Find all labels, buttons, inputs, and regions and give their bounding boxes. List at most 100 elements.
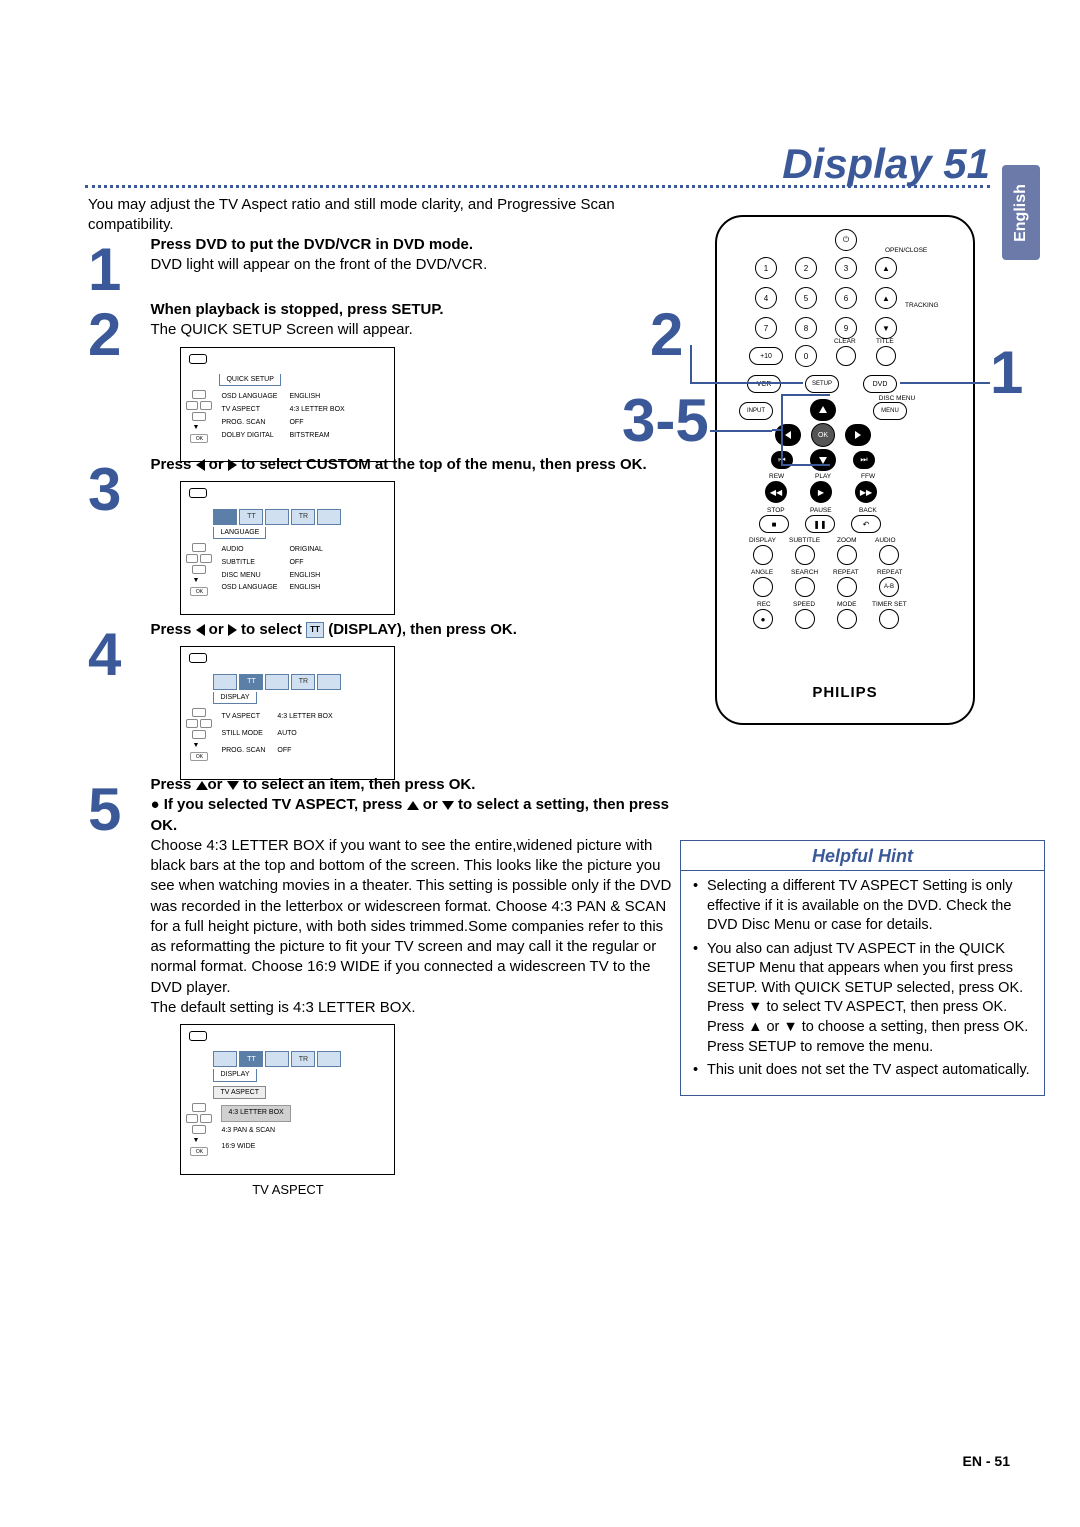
down-arrow-icon	[227, 781, 239, 790]
num-7-button[interactable]: 7	[755, 317, 777, 339]
step-5-number: 5	[88, 775, 138, 844]
dvd-button[interactable]: DVD	[863, 375, 897, 393]
speed-button[interactable]	[795, 609, 815, 629]
step-3: 3 Press or to select CUSTOM at the top o…	[88, 455, 660, 615]
display-label: DISPLAY	[749, 537, 776, 544]
ch-down-button[interactable]: ▼	[875, 317, 897, 339]
step-1: 1 Press DVD to put the DVD/VCR in DVD mo…	[88, 235, 660, 304]
osd-quick-list: OSD LANGUAGEENGLISH TV ASPECT4:3 LETTER …	[219, 390, 356, 443]
osd-remote-icon	[189, 488, 207, 498]
timer-label: TIMER SET	[872, 601, 907, 608]
repeat-label: REPEAT	[833, 569, 859, 576]
ch-up-button[interactable]: ▲	[875, 287, 897, 309]
pause-button[interactable]: ❚❚	[805, 515, 835, 533]
ab-button[interactable]: A-B	[879, 577, 899, 597]
num-3-button[interactable]: 3	[835, 257, 857, 279]
step-5-bullet-pre: If you selected TV ASPECT, press	[164, 796, 407, 813]
clear-button[interactable]	[836, 346, 856, 366]
repeat-button[interactable]	[837, 577, 857, 597]
osd-sub-tvaspect: TV ASPECT	[213, 1086, 266, 1099]
num-9-button[interactable]: 9	[835, 317, 857, 339]
back-button[interactable]: ↶	[851, 515, 881, 533]
step-5-bold1-pre: Press	[150, 776, 195, 793]
mode-label: MODE	[837, 601, 857, 608]
ffw-label: FFW	[861, 473, 875, 480]
zoom-button[interactable]	[837, 545, 857, 565]
num-1-button[interactable]: 1	[755, 257, 777, 279]
display-button[interactable]	[753, 545, 773, 565]
num-0-button[interactable]: 0	[795, 345, 817, 367]
dpad-right-button[interactable]	[845, 424, 871, 446]
angle-label: ANGLE	[751, 569, 773, 576]
step-3-bold-mid: or	[205, 456, 228, 473]
osd-tabs: TT TR	[213, 674, 341, 690]
brand-label: PHILIPS	[717, 684, 973, 701]
hint-item: Selecting a different TV ASPECT Setting …	[697, 877, 1034, 936]
num-8-button[interactable]: 8	[795, 317, 817, 339]
skip-fwd-button[interactable]: ⏭	[853, 451, 875, 469]
osd-tab-quick: QUICK SETUP	[219, 374, 280, 386]
rec-button[interactable]: ●	[753, 609, 773, 629]
osd-tab-3	[265, 674, 289, 690]
subtitle-button[interactable]	[795, 545, 815, 565]
step-5-default: The default setting is 4:3 LETTER BOX.	[150, 999, 415, 1016]
step-5-body: Choose 4:3 LETTER BOX if you want to see…	[150, 837, 671, 996]
osd-tab-display: DISPLAY	[213, 692, 256, 704]
stop-button[interactable]: ■	[759, 515, 789, 533]
callout-35: 3-5	[622, 386, 709, 455]
rew-button[interactable]: ◀◀	[765, 481, 787, 503]
helpful-hint-box: Helpful Hint Selecting a different TV AS…	[680, 840, 1045, 1096]
osd-tv-aspect: TT TR DISPLAY TV ASPECT ▼OK 4:3 LETTER B…	[180, 1024, 395, 1175]
step-5-bullet-mid: or	[419, 796, 442, 813]
callout-2: 2	[650, 300, 683, 369]
vcr-button[interactable]: VCR	[747, 375, 781, 393]
osd-language-list: AUDIOORIGINAL SUBTITLEOFF DISC MENUENGLI…	[219, 543, 334, 596]
step-1-number: 1	[88, 235, 138, 304]
angle-button[interactable]	[753, 577, 773, 597]
osd-tab-3	[265, 1051, 289, 1067]
num-5-button[interactable]: 5	[795, 287, 817, 309]
osd-nav-icon: ▼OK	[189, 708, 209, 761]
step-4: 4 Press or to select TT (DISPLAY), then …	[88, 620, 660, 780]
osd-tab-5	[317, 1051, 341, 1067]
num-6-button[interactable]: 6	[835, 287, 857, 309]
eject-button[interactable]: ▲	[875, 257, 897, 279]
search-button[interactable]	[795, 577, 815, 597]
input-button[interactable]: INPUT	[739, 402, 773, 420]
step-5-bold1-post: to select an item, then press OK.	[239, 776, 476, 793]
osd-nav-icon: ▼OK	[189, 390, 209, 443]
num-4-button[interactable]: 4	[755, 287, 777, 309]
callout-1: 1	[990, 338, 1023, 407]
osd-tab-2: TT	[239, 1051, 263, 1067]
play-button[interactable]: ▶	[810, 481, 832, 503]
step-4-number: 4	[88, 620, 138, 689]
step-4-bold-pre: Press	[150, 621, 195, 638]
setup-button[interactable]: SETUP	[805, 375, 839, 393]
title-label: TITLE	[876, 338, 894, 345]
step-2: 2 When playback is stopped, press SETUP.…	[88, 300, 660, 462]
back-label: BACK	[859, 507, 877, 514]
title-button[interactable]	[876, 346, 896, 366]
rec-label: REC	[757, 601, 771, 608]
mode-button[interactable]	[837, 609, 857, 629]
up-arrow-icon	[196, 781, 208, 790]
down-arrow-icon	[442, 801, 454, 810]
osd-tab-4: TR	[291, 1051, 315, 1067]
num-plus10-button[interactable]: +10	[749, 347, 783, 365]
power-button[interactable]: ⏻	[835, 229, 857, 251]
timer-button[interactable]	[879, 609, 899, 629]
osd-tab-5	[317, 674, 341, 690]
search-label: SEARCH	[791, 569, 818, 576]
title-separator	[85, 185, 990, 188]
step-2-bold: When playback is stopped, press SETUP.	[150, 301, 443, 318]
osd-tab-5	[317, 509, 341, 525]
play-label: PLAY	[815, 473, 831, 480]
display-tab-icon: TT	[306, 622, 324, 638]
step-1-bold: Press DVD to put the DVD/VCR in DVD mode…	[150, 236, 473, 253]
audio-button[interactable]	[879, 545, 899, 565]
menu-button[interactable]: MENU	[873, 402, 907, 420]
tracking-label: TRACKING	[905, 302, 939, 309]
step-5: 5 Press or to select an item, then press…	[88, 775, 680, 1199]
ffw-button[interactable]: ▶▶	[855, 481, 877, 503]
num-2-button[interactable]: 2	[795, 257, 817, 279]
